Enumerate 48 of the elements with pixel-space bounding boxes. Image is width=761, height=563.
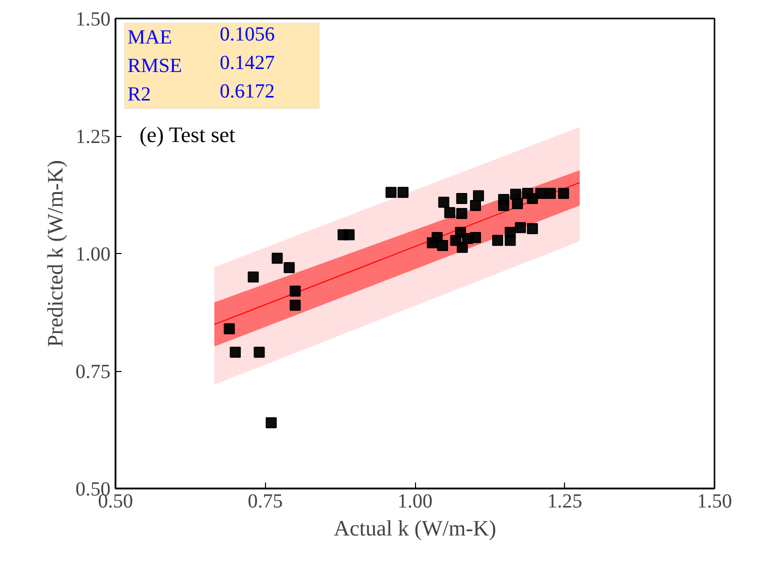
point bbox=[272, 252, 283, 264]
annotation: 0.6172 bbox=[220, 80, 275, 103]
point bbox=[254, 346, 265, 358]
y-tick-label: 1.50 bbox=[76, 8, 110, 30]
annotation: 0.1056 bbox=[220, 24, 275, 46]
annotation: MAE bbox=[127, 26, 172, 48]
point bbox=[470, 232, 481, 244]
x-tick-label: 1.25 bbox=[547, 490, 582, 512]
point bbox=[290, 300, 301, 311]
point bbox=[544, 188, 556, 199]
point bbox=[514, 222, 526, 234]
point bbox=[284, 262, 295, 274]
annotation: R2 bbox=[127, 83, 151, 106]
point bbox=[504, 234, 516, 246]
y-tick-label: 1.25 bbox=[76, 126, 110, 148]
x-tick-label: 1.00 bbox=[398, 490, 432, 512]
point bbox=[432, 232, 443, 244]
y-tick-label: 1.00 bbox=[76, 244, 110, 266]
point bbox=[456, 193, 468, 204]
point bbox=[224, 323, 235, 334]
point bbox=[344, 229, 355, 240]
point bbox=[438, 196, 450, 208]
point bbox=[472, 190, 484, 202]
point bbox=[526, 193, 538, 204]
point bbox=[444, 207, 456, 218]
point bbox=[398, 186, 409, 198]
point bbox=[386, 186, 397, 198]
point bbox=[470, 200, 481, 212]
point bbox=[455, 226, 466, 238]
y-axis-title: Predicted k (W/m-K) bbox=[42, 160, 68, 347]
point bbox=[558, 188, 570, 199]
point bbox=[248, 272, 259, 282]
point bbox=[492, 234, 504, 246]
point bbox=[526, 223, 538, 234]
x-axis-title: Actual k (W/m-K) bbox=[334, 516, 496, 540]
point bbox=[290, 286, 301, 297]
annotation: (e) Test set bbox=[139, 122, 236, 147]
annotation: RMSE bbox=[127, 54, 182, 77]
point bbox=[456, 242, 468, 253]
point bbox=[456, 208, 468, 220]
point bbox=[512, 198, 523, 210]
point bbox=[266, 417, 277, 428]
x-tick-label: 0.75 bbox=[248, 490, 283, 512]
point bbox=[230, 346, 241, 358]
point bbox=[498, 200, 510, 212]
x-tick-label: 1.50 bbox=[697, 490, 732, 512]
y-tick-label: 0.75 bbox=[76, 361, 110, 383]
annotation: 0.1427 bbox=[220, 52, 275, 74]
